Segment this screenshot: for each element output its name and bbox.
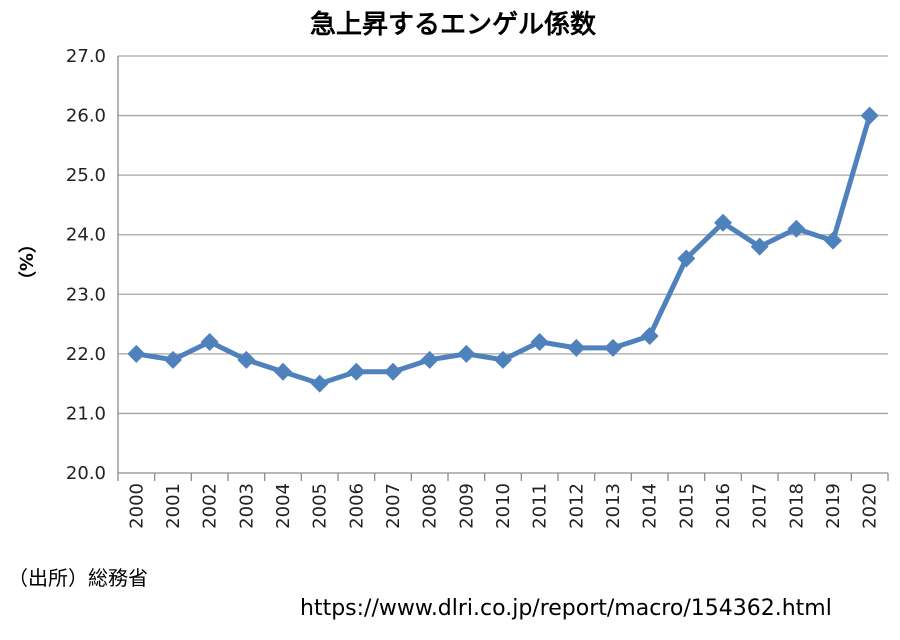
data-point-marker [200,332,219,351]
data-point-marker [677,249,696,268]
data-point-marker [237,350,256,369]
data-point-marker [274,362,292,381]
data-point-marker [384,362,402,381]
y-tick-label: 24.0 [66,225,106,246]
data-point-marker [824,231,842,250]
y-tick-label: 27.0 [66,46,106,67]
x-tick-label: 2020 [860,483,881,529]
y-tick-label: 20.0 [66,463,106,484]
data-point-marker [420,350,439,369]
x-tick-label: 2014 [640,483,661,529]
chart-title: 急上昇するエンゲル係数 [310,10,597,40]
source-url: https://www.dlri.co.jp/report/macro/1543… [300,596,832,621]
x-tick-label: 2004 [273,483,294,529]
x-tick-label: 2008 [420,483,441,529]
data-point-marker [530,332,549,351]
data-point-marker [567,338,586,357]
x-tick-label: 2018 [786,483,807,529]
x-tick-labels: 2000 2001 2002 2003 2004 2005 2006 2007 2008 2009… [126,483,880,529]
y-axis-label: （%） [15,235,36,289]
data-point-marker [714,213,732,232]
x-tick-label: 2002 [200,483,221,529]
x-tick-label: 2015 [676,483,697,529]
y-tick-label: 26.0 [66,106,106,127]
data-point-marker [164,350,182,369]
x-tick-label: 2005 [310,483,331,529]
x-tick-label: 2011 [530,483,551,529]
x-tick-label: 2006 [346,483,367,529]
source-note: （出所）総務省 [8,566,148,590]
x-tick-label: 2003 [236,483,257,529]
x-tick-label: 2019 [823,483,844,529]
y-tick-label: 21.0 [66,403,106,424]
x-tick-label: 2000 [126,483,147,529]
data-point-marker [347,362,366,381]
y-tick-label: 25.0 [66,165,106,186]
y-tick-label: 23.0 [66,284,106,305]
data-point-marker [750,237,769,256]
x-tick-label: 2009 [456,483,477,529]
series-line-group [127,106,879,393]
data-point-marker [604,338,622,357]
x-tick-label: 2010 [493,483,514,529]
y-tick-labels: 20.0 21.0 22.0 23.0 24.0 25.0 26.0 27.0 [66,46,106,484]
data-point-marker [787,219,806,238]
x-tick-label: 2017 [750,483,771,529]
data-point-marker [310,374,329,393]
x-tick-label: 2016 [713,483,734,529]
data-point-marker [494,350,512,369]
y-tick-label: 22.0 [66,344,106,365]
x-tick-label: 2007 [383,483,404,529]
x-tick-label: 2001 [163,483,184,529]
x-tick-label: 2013 [603,483,624,529]
data-point-marker [860,106,879,125]
axes [117,56,889,481]
x-tick-label: 2012 [566,483,587,529]
data-point-marker [457,344,476,363]
data-point-marker [127,344,146,363]
data-point-marker [640,326,659,345]
